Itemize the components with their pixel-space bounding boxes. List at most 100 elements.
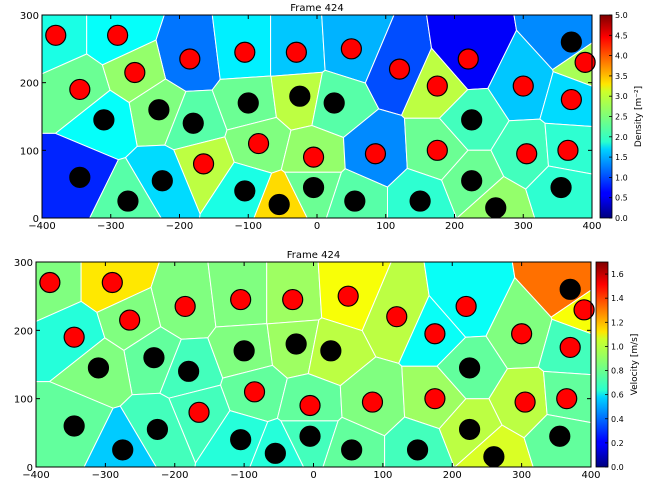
black-agent-marker [458,418,481,441]
red-agent-marker [424,323,446,345]
red-agent-marker [39,271,61,294]
x-tick-label: 300 [514,221,533,232]
black-agent-marker [549,425,571,447]
black-agent-marker [63,415,85,437]
red-agent-marker [188,401,210,423]
black-agent-marker [560,31,582,53]
colorbar-tick-label: 1.5 [615,153,628,162]
red-agent-marker [455,295,477,318]
y-tick-label: 0 [27,463,33,474]
black-agent-marker [93,109,115,131]
red-agent-marker [386,306,408,328]
chart-panel-2: Frame 424 −400 −300 −200 −100 0 100 200 300 400 0 1… [14,250,640,481]
y-tick-label: 100 [14,395,33,406]
black-agent-marker [302,176,325,199]
colorbar-tick-label: 1.2 [611,318,624,327]
x-tick-label: −100 [235,221,262,232]
y-tick-label: 300 [14,258,33,269]
red-agent-marker [243,381,266,403]
red-agent-marker [174,295,196,318]
red-agent-marker [574,51,596,73]
red-agent-marker [124,61,146,84]
red-agent-marker [179,48,201,70]
black-agent-marker [264,442,286,464]
y-tick-label: 100 [20,146,39,157]
black-agent-marker [285,333,307,355]
red-agent-marker [282,288,304,311]
x-tick-label: −200 [161,470,188,481]
red-agent-marker [426,75,448,97]
colorbar-tick-label: 0.5 [615,194,628,203]
colorbar-gradient [595,261,609,468]
colorbar-tick-label: 0.2 [611,439,624,448]
black-agent-marker [458,357,481,379]
x-tick-label: 0 [310,470,316,481]
red-agent-marker [556,388,578,410]
red-agent-marker [337,285,359,307]
black-agent-marker [178,360,200,382]
x-tick-label: 100 [373,470,392,481]
x-tick-label: −200 [166,221,193,232]
red-agent-marker [285,41,307,63]
colorbar-tick-label: 2.5 [615,113,628,122]
colorbar-tick-label: 0.0 [611,463,624,472]
x-tick-label: −400 [22,470,49,481]
red-agent-marker [559,336,581,359]
red-agent-marker [45,24,67,46]
x-tick-label: 200 [445,221,464,232]
red-agent-marker [457,48,479,70]
y-tick-label: 0 [33,214,39,225]
x-tick-label: 400 [582,221,601,232]
red-agent-marker [516,143,538,165]
black-agent-marker [151,170,173,192]
black-agent-marker [237,92,259,114]
red-agent-marker [247,132,270,155]
colorbar-tick-label: 5.0 [615,11,628,20]
black-agent-marker [230,429,252,451]
colorbar: 0.0 0.5 1.0 1.5 2.0 2.5 3.0 3.5 4.0 4.5 5.0 Density… [599,11,644,223]
colorbar-label: Density [m⁻²] [634,86,644,147]
colorbar-tick-label: 0.0 [615,214,628,223]
chart-panel-1: Frame 424 −400 −300 −200 −100 0 100 200 300 400 0 1… [20,3,644,232]
chart-title: Frame 424 [287,250,340,261]
x-tick-label: 400 [581,470,600,481]
black-agent-marker [461,170,483,192]
colorbar-tick-label: 1.0 [615,173,628,182]
y-tick-label: 200 [20,79,39,90]
black-agent-marker [148,99,170,121]
x-tick-label: −300 [92,470,119,481]
x-tick-label: −100 [230,470,257,481]
black-agent-marker [341,439,363,461]
colorbar-label: Velocity [m/s] [630,334,640,396]
black-agent-marker [550,176,572,199]
red-agent-marker [364,143,387,165]
black-agent-marker [483,446,505,468]
black-agent-marker [320,340,342,362]
black-agent-marker [409,190,431,212]
red-agent-marker [557,139,579,161]
x-axis: −400 −300 −200 −100 0 100 200 300 400 [28,15,602,232]
x-tick-label: 200 [443,470,462,481]
red-agent-marker [573,299,595,321]
black-agent-marker [234,180,256,202]
black-agent-marker [299,425,321,447]
black-agent-marker [117,190,139,212]
colorbar-tick-label: 2.0 [615,133,628,142]
x-tick-label: −300 [97,221,124,232]
red-agent-marker [192,153,215,175]
red-agent-marker [361,391,384,413]
red-agent-marker [101,271,123,294]
black-agent-marker [233,340,255,362]
agents [45,24,596,219]
black-agent-marker [112,439,134,461]
colorbar-tick-label: 4.5 [615,31,628,40]
agents [39,271,595,468]
y-axis: 0 100 200 300 [20,11,592,225]
black-agent-marker [323,92,345,114]
black-agent-marker [344,190,366,212]
red-agent-marker [69,78,91,101]
y-tick-label: 300 [20,11,39,22]
colorbar-tick-label: 1.6 [611,270,624,279]
black-agent-marker [182,112,204,134]
